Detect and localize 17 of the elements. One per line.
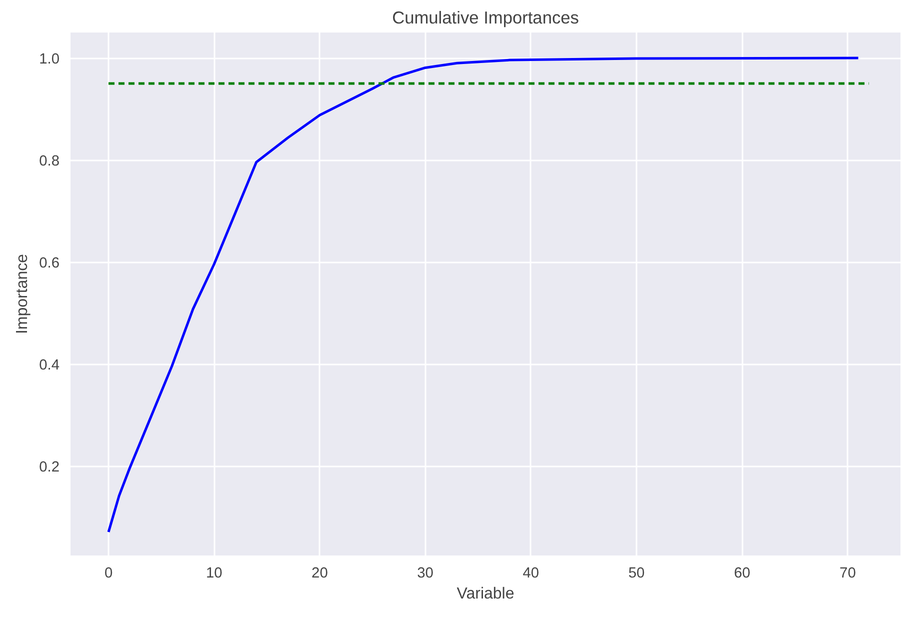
x-tick-label: 20 [312,566,328,582]
chart-title: Cumulative Importances [392,8,580,28]
y-tick-label: 1.0 [39,52,60,68]
x-tick-label: 60 [734,566,750,582]
y-tick-label: 0.6 [39,256,60,272]
y-tick-label: 0.8 [39,154,60,170]
x-tick-label: 0 [104,566,113,582]
x-tick-label: 10 [206,566,222,582]
x-tick-label: 70 [840,566,856,582]
x-tick-label: 50 [628,566,645,582]
x-axis-title: Variable [456,586,514,602]
y-axis-title: Importance [14,254,32,334]
x-tick-label: 40 [522,566,540,582]
y-tick-label: 0.4 [39,358,60,374]
y-tick-label: 0.2 [39,460,60,476]
line-series [107,56,860,534]
x-tick-label: 30 [417,566,434,582]
